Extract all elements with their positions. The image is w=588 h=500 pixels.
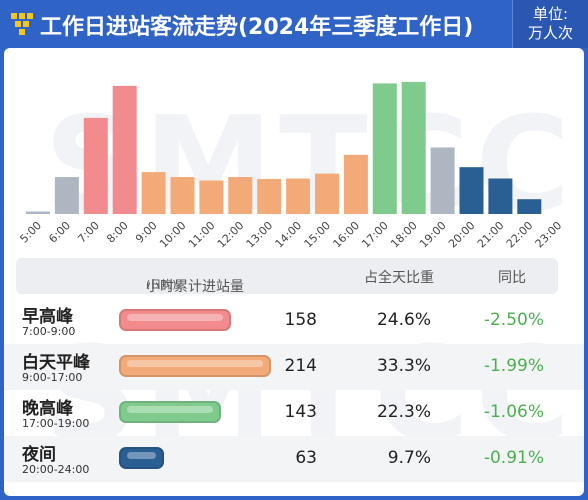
row-volume-bar (119, 447, 164, 469)
tick-label-5:00: 5:00 (17, 219, 44, 246)
bar-7:00 (83, 117, 108, 214)
row-period-time: 20:00-24:00 (22, 463, 90, 476)
tick-label-13:00: 13:00 (244, 219, 276, 251)
tick-label-9:00: 9:00 (133, 219, 160, 246)
bar-20:00 (459, 167, 484, 214)
row-yoy-value: -1.06% (483, 402, 544, 422)
tick-label-10:00: 10:00 (157, 219, 189, 251)
row-yoy-value: -0.91% (483, 448, 544, 468)
tick-label-15:00: 15:00 (302, 219, 334, 251)
row-period-time: 17:00-19:00 (22, 417, 90, 430)
row-period-time: 9:00-17:00 (22, 371, 83, 384)
tick-label-11:00: 11:00 (186, 219, 218, 251)
row-volume-bar (119, 309, 231, 331)
bar-6:00 (54, 177, 79, 214)
tick-label-20:00: 20:00 (446, 219, 478, 251)
row-yoy-value: -2.50% (483, 310, 544, 330)
tick-label-22:00: 22:00 (504, 219, 536, 251)
bar-18:00 (401, 81, 426, 214)
unit-label: 单位: 万人次 (512, 0, 588, 48)
row-period-time: 7:00-9:00 (22, 325, 76, 338)
bar-17:00 (372, 83, 397, 214)
bar-22:00 (517, 199, 542, 214)
page-title: 工作日进站客流走势(2024年三季度工作日) (40, 15, 474, 40)
row-period-name: 早高峰 (22, 307, 73, 327)
row-yoy-value: -1.99% (483, 356, 544, 376)
col-hourly-label: 小时累计进站量 (146, 279, 244, 295)
tick-label-18:00: 18:00 (388, 219, 420, 251)
row-period-name: 晚高峰 (22, 399, 73, 419)
bar-21:00 (488, 178, 513, 214)
bar-8:00 (112, 85, 137, 214)
bar-13:00 (257, 179, 282, 214)
row-volume-value: 63 (295, 448, 317, 468)
table-row: 晚高峰 17:00-19:00 143 22.3% -1.06% (4, 390, 584, 436)
row-volume-bar (119, 355, 271, 377)
tick-label-17:00: 17:00 (359, 219, 391, 251)
tick-label-6:00: 6:00 (46, 219, 73, 246)
bar-5:00 (26, 211, 50, 214)
tick-label-7:00: 7:00 (75, 219, 102, 246)
row-share-value: 22.3% (376, 402, 431, 422)
col-hourly-note: (日均) (146, 278, 177, 291)
bar-15:00 (315, 173, 339, 214)
row-share-value: 24.6% (376, 310, 431, 330)
col-share-header: 占全天比重 (364, 270, 434, 286)
tick-label-8:00: 8:00 (104, 219, 131, 246)
bar-14:00 (286, 178, 311, 214)
header: 工作日进站客流走势(2024年三季度工作日) 单位: 万人次 (0, 0, 588, 48)
bar-10:00 (170, 177, 195, 214)
row-volume-value: 214 (284, 356, 317, 376)
table-row: 夜间 20:00-24:00 63 9.7% -0.91% (4, 436, 584, 482)
logo-icon (11, 13, 33, 35)
table-header: 小时累计进站量 (日均) 占全天比重 同比 (16, 258, 558, 295)
unit-line-2: 万人次 (527, 24, 573, 42)
tick-label-12:00: 12:00 (215, 219, 247, 251)
tick-label-21:00: 21:00 (475, 219, 507, 251)
bar-11:00 (199, 180, 224, 214)
bar-12:00 (228, 177, 253, 214)
row-period-name: 白天平峰 (22, 353, 90, 373)
table-row: 早高峰 7:00-9:00 158 24.6% -2.50% (4, 298, 584, 344)
bar-19:00 (430, 147, 455, 214)
row-volume-value: 158 (284, 310, 317, 330)
chart-card: SMTCC SMTCC 5:00 6:00 7:00 8:00 9:00 10:00 11:… (4, 48, 584, 496)
row-period-name: 夜间 (22, 445, 56, 465)
col-yoy-header: 同比 (498, 270, 526, 286)
tick-label-16:00: 16:00 (330, 219, 362, 251)
row-volume-bar (119, 401, 221, 423)
hourly-bar-chart: 5:00 6:00 7:00 8:00 9:0010:0011:0012:0013:00… (17, 81, 565, 251)
bar-9:00 (141, 172, 166, 214)
table-row: 白天平峰 9:00-17:00 214 33.3% -1.99% (4, 344, 584, 390)
row-share-value: 9.7% (387, 448, 431, 468)
tick-label-23:00: 23:00 (533, 219, 565, 251)
row-volume-value: 143 (284, 402, 317, 422)
tick-label-14:00: 14:00 (273, 219, 305, 251)
unit-line-1: 单位: (532, 5, 569, 23)
tick-label-19:00: 19:00 (417, 219, 449, 251)
bar-16:00 (343, 154, 368, 214)
row-share-value: 33.3% (376, 356, 431, 376)
